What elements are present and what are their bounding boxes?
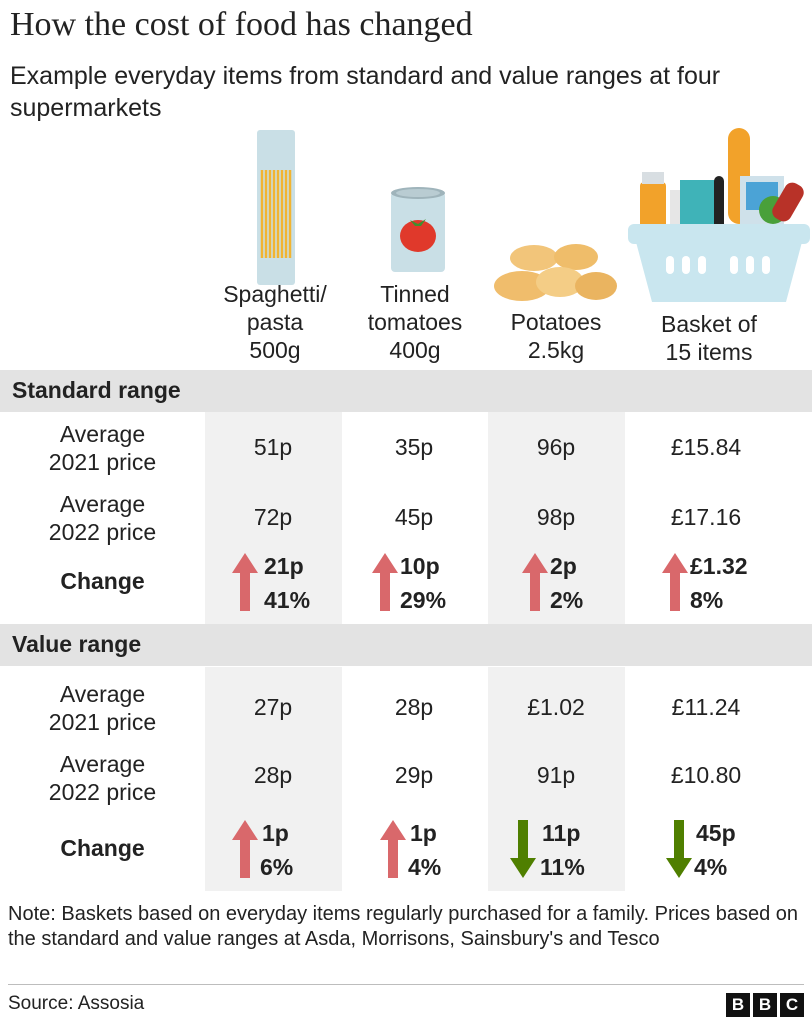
potatoes-icon bbox=[494, 244, 617, 301]
arrow-up-icon bbox=[232, 820, 258, 878]
bbc-logo-letter: B bbox=[753, 993, 777, 1017]
change-percent: 2% bbox=[550, 587, 584, 613]
price-cell: £11.24 bbox=[671, 694, 741, 720]
price-cell: £15.84 bbox=[670, 434, 742, 460]
price-cell: 51p bbox=[253, 434, 293, 460]
arrow-up-icon bbox=[232, 553, 258, 611]
item-label-line: Tinned bbox=[380, 281, 450, 307]
change-amount: 10p bbox=[400, 553, 440, 579]
row-label-avg2022: Average 2022 price bbox=[0, 490, 205, 546]
change-amount: 21p bbox=[264, 553, 304, 579]
change-amount: 45p bbox=[696, 820, 736, 846]
price-cell: 98p bbox=[536, 504, 576, 530]
item-label-line: 15 items bbox=[665, 339, 753, 365]
change-percent: 4% bbox=[694, 854, 728, 880]
change-cell: 10p 29% bbox=[372, 553, 508, 617]
item-label-line: Spaghetti/ bbox=[223, 281, 327, 307]
change-percent: 8% bbox=[690, 587, 724, 613]
row-label-line: Average bbox=[59, 421, 146, 447]
source-credit: Source: Assosia bbox=[8, 993, 145, 1014]
section-title: Standard range bbox=[12, 377, 181, 403]
bbc-logo-letter: B bbox=[726, 993, 750, 1017]
change-cell: £1.32 8% bbox=[662, 553, 798, 617]
row-label-avg2022: Average 2022 price bbox=[0, 750, 205, 806]
row-label-line: 2021 price bbox=[48, 709, 157, 735]
price-cell: 72p bbox=[253, 504, 293, 530]
change-amount: 1p bbox=[410, 820, 437, 846]
price-cell: 45p bbox=[394, 504, 434, 530]
arrow-down-icon bbox=[666, 820, 692, 878]
change-percent: 4% bbox=[408, 854, 442, 880]
item-label-line: Basket of bbox=[661, 311, 757, 337]
column-stripe-potatoes bbox=[488, 412, 625, 624]
item-label-line: tomatoes bbox=[367, 309, 463, 335]
footer-divider bbox=[8, 984, 804, 985]
column-stripe-spaghetti bbox=[205, 412, 342, 624]
change-cell: 1p 4% bbox=[380, 820, 516, 884]
row-label-line: Average bbox=[59, 751, 146, 777]
change-cell: 45p 4% bbox=[666, 820, 802, 884]
row-label-change: Change bbox=[60, 835, 145, 861]
change-percent: 11% bbox=[540, 854, 585, 880]
row-label-change: Change bbox=[60, 568, 145, 594]
item-label-line: 500g bbox=[249, 337, 301, 363]
section-header-standard-range: Standard range bbox=[0, 370, 812, 412]
change-cell: 1p 6% bbox=[232, 820, 368, 884]
change-cell: 2p 2% bbox=[522, 553, 658, 617]
row-label-line: 2022 price bbox=[48, 779, 157, 805]
row-label-line: 2021 price bbox=[48, 449, 157, 475]
arrow-up-icon bbox=[372, 553, 398, 611]
row-label-avg2021: Average 2021 price bbox=[0, 420, 205, 476]
section-header-value-range: Value range bbox=[0, 624, 812, 666]
price-cell: 29p bbox=[394, 762, 434, 788]
price-cell: 27p bbox=[253, 694, 293, 720]
shopping-basket-icon bbox=[628, 128, 810, 302]
footnote: Note: Baskets based on everyday items re… bbox=[8, 903, 799, 950]
chart-subtitle: Example everyday items from standard and… bbox=[10, 62, 721, 122]
arrow-up-icon bbox=[380, 820, 406, 878]
arrow-up-icon bbox=[522, 553, 548, 611]
price-cell: 28p bbox=[394, 694, 434, 720]
price-cell: 28p bbox=[253, 762, 293, 788]
item-label-line: Potatoes bbox=[510, 309, 602, 335]
item-label-potatoes: Potatoes 2.5kg bbox=[487, 308, 625, 364]
item-label-line: 400g bbox=[389, 337, 441, 363]
change-amount: £1.32 bbox=[690, 553, 748, 579]
spaghetti-icon bbox=[257, 130, 295, 285]
change-cell: 21p 41% bbox=[232, 553, 368, 617]
price-cell: £10.80 bbox=[670, 762, 742, 788]
chart-title: How the cost of food has changed bbox=[10, 6, 473, 43]
item-label-line: 2.5kg bbox=[527, 337, 585, 363]
price-cell: 35p bbox=[394, 434, 434, 460]
change-amount: 2p bbox=[550, 553, 577, 579]
row-label-line: Average bbox=[59, 681, 146, 707]
column-stripe-potatoes bbox=[488, 667, 625, 891]
change-amount: 11p bbox=[542, 820, 581, 846]
item-label-spaghetti: Spaghetti/ pasta 500g bbox=[206, 280, 344, 364]
change-amount: 1p bbox=[262, 820, 289, 846]
price-cell: 91p bbox=[536, 762, 576, 788]
price-cell: 96p bbox=[536, 434, 576, 460]
row-label-line: 2022 price bbox=[48, 519, 157, 545]
arrow-down-icon bbox=[510, 820, 536, 878]
change-cell: 11p 11% bbox=[510, 820, 646, 884]
item-label-tinned-tomatoes: Tinned tomatoes 400g bbox=[346, 280, 484, 364]
row-label-avg2021: Average 2021 price bbox=[0, 680, 205, 736]
price-cell: £1.02 bbox=[527, 694, 585, 720]
tinned-tomatoes-icon bbox=[391, 187, 445, 272]
row-label-line: Average bbox=[59, 491, 146, 517]
column-stripe-spaghetti bbox=[205, 667, 342, 891]
change-percent: 41% bbox=[264, 587, 311, 613]
bbc-logo-letter: C bbox=[780, 993, 804, 1017]
arrow-up-icon bbox=[662, 553, 688, 611]
change-percent: 6% bbox=[260, 854, 294, 880]
change-percent: 29% bbox=[400, 587, 447, 613]
item-label-line: pasta bbox=[246, 309, 304, 335]
item-label-basket: Basket of 15 items bbox=[640, 310, 778, 366]
price-cell: £17.16 bbox=[670, 504, 742, 530]
section-title: Value range bbox=[12, 631, 142, 657]
